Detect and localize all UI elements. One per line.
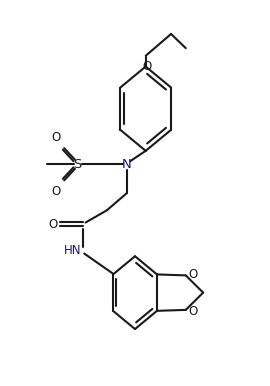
Text: O: O bbox=[52, 131, 61, 144]
Text: S: S bbox=[73, 158, 82, 171]
Text: O: O bbox=[142, 60, 152, 73]
Text: O: O bbox=[49, 218, 58, 231]
Text: O: O bbox=[188, 305, 197, 318]
Text: O: O bbox=[188, 268, 197, 281]
Text: N: N bbox=[122, 158, 132, 171]
Text: O: O bbox=[52, 185, 61, 198]
Text: HN: HN bbox=[64, 244, 82, 257]
